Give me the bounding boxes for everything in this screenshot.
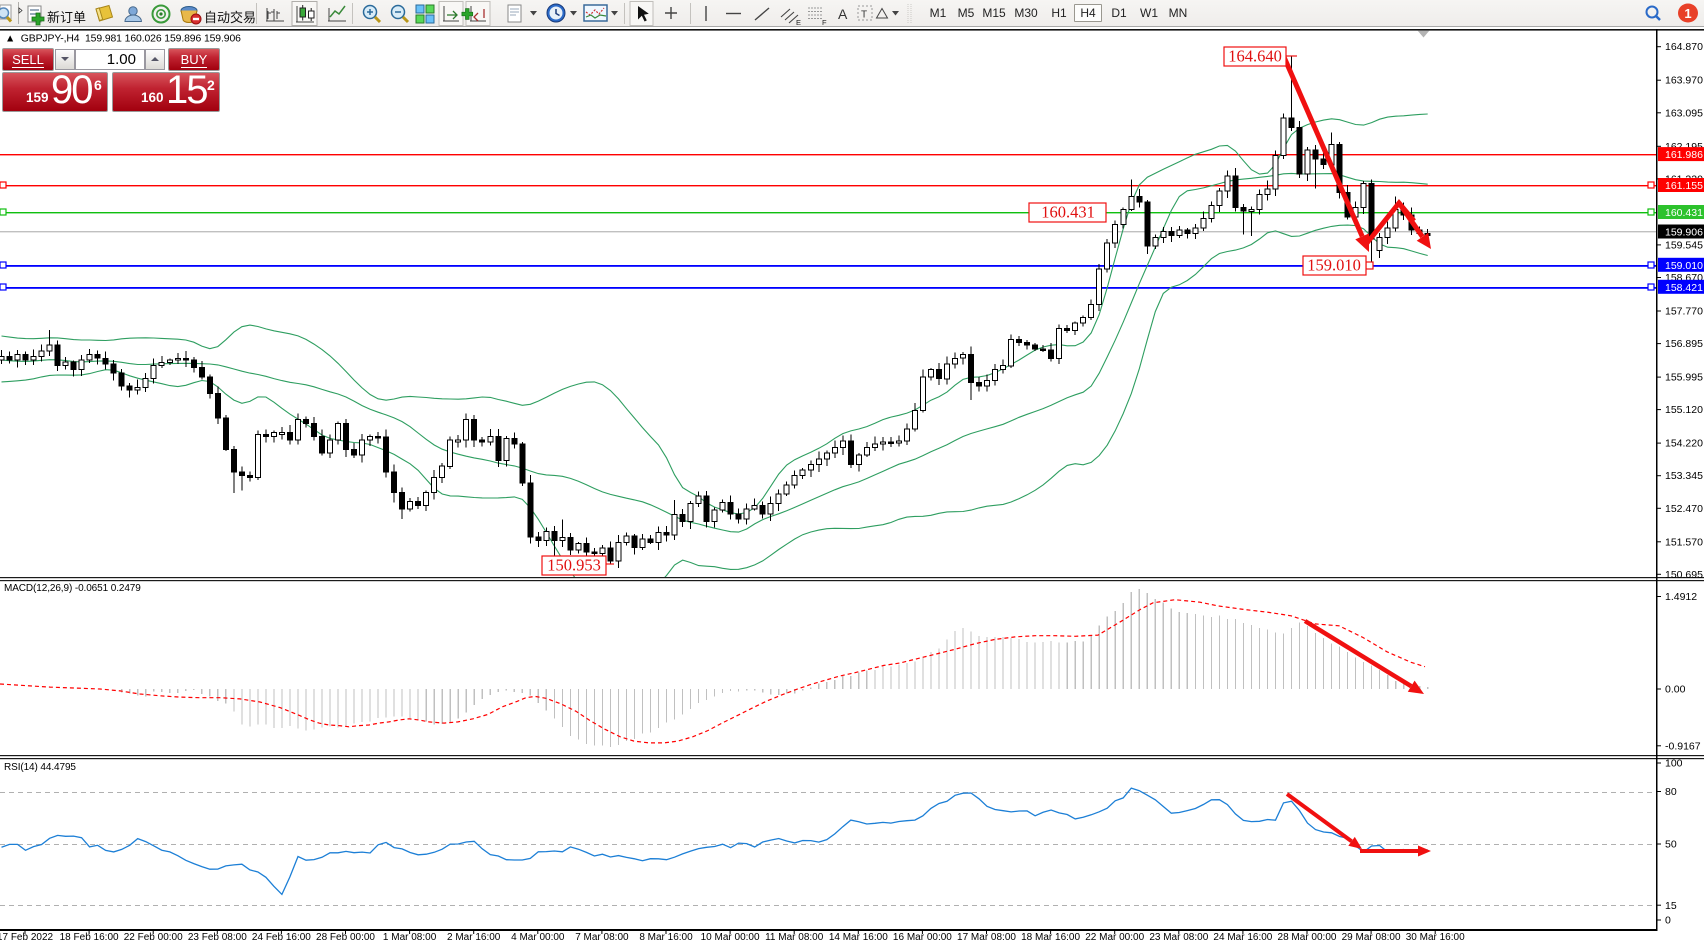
svg-text:30 Mar 16:00: 30 Mar 16:00 (1406, 932, 1465, 943)
svg-text:161.986: 161.986 (1665, 149, 1703, 161)
svg-text:A: A (838, 6, 848, 22)
svg-text:▲ GBPJPY-,H4 159.981 160.026: ▲ GBPJPY-,H4 159.981 160.026 159.896 159… (5, 34, 241, 45)
svg-text:7 Mar 08:00: 7 Mar 08:00 (575, 932, 629, 943)
svg-text:16 Mar 00:00: 16 Mar 00:00 (893, 932, 952, 943)
svg-text:10 Mar 00:00: 10 Mar 00:00 (701, 932, 760, 943)
svg-text:155.995: 155.995 (1665, 372, 1703, 384)
svg-text:E: E (796, 18, 801, 27)
svg-text:RSI(14) 44.4795: RSI(14) 44.4795 (4, 762, 76, 773)
svg-text:29 Mar 08:00: 29 Mar 08:00 (1342, 932, 1401, 943)
svg-text:2 Mar 16:00: 2 Mar 16:00 (447, 932, 501, 943)
svg-text:164.870: 164.870 (1665, 41, 1703, 53)
svg-text:28 Mar 00:00: 28 Mar 00:00 (1278, 932, 1337, 943)
svg-text:163.095: 163.095 (1665, 107, 1703, 119)
svg-text:80: 80 (1665, 786, 1677, 798)
svg-text:18 Feb 16:00: 18 Feb 16:00 (60, 932, 119, 943)
svg-text:0.00: 0.00 (1665, 684, 1686, 696)
svg-text:23 Mar 08:00: 23 Mar 08:00 (1149, 932, 1208, 943)
svg-text:1: 1 (1684, 6, 1691, 21)
svg-text:18 Mar 16:00: 18 Mar 16:00 (1021, 932, 1080, 943)
svg-text:159.010: 159.010 (1665, 260, 1703, 272)
svg-text:4 Mar 00:00: 4 Mar 00:00 (511, 932, 565, 943)
svg-text:17 Feb 2022: 17 Feb 2022 (0, 932, 54, 943)
svg-text:MACD(12,26,9) -0.0651 0.2479: MACD(12,26,9) -0.0651 0.2479 (4, 583, 141, 594)
svg-text:163.970: 163.970 (1665, 75, 1703, 87)
svg-text:24 Feb 16:00: 24 Feb 16:00 (252, 932, 311, 943)
svg-text:160.431: 160.431 (1665, 207, 1703, 219)
svg-text:156.895: 156.895 (1665, 338, 1703, 350)
svg-text:22 Mar 00:00: 22 Mar 00:00 (1085, 932, 1144, 943)
svg-text:28 Feb 00:00: 28 Feb 00:00 (316, 932, 375, 943)
svg-text:23 Feb 08:00: 23 Feb 08:00 (188, 932, 247, 943)
svg-text:24 Mar 16:00: 24 Mar 16:00 (1213, 932, 1272, 943)
svg-text:-0.9167: -0.9167 (1665, 740, 1701, 752)
svg-text:155.120: 155.120 (1665, 404, 1703, 416)
svg-text:158.421: 158.421 (1665, 282, 1703, 294)
svg-text:22 Feb 00:00: 22 Feb 00:00 (124, 932, 183, 943)
svg-text:8 Mar 16:00: 8 Mar 16:00 (639, 932, 693, 943)
svg-text:154.220: 154.220 (1665, 438, 1703, 450)
svg-text:1.4912: 1.4912 (1665, 591, 1697, 603)
svg-text:11 Mar 08:00: 11 Mar 08:00 (765, 932, 824, 943)
svg-text:150.695: 150.695 (1665, 569, 1703, 581)
svg-text:164.640: 164.640 (1228, 47, 1282, 66)
svg-text:1 Mar 08:00: 1 Mar 08:00 (383, 932, 437, 943)
svg-text:0: 0 (1665, 915, 1671, 927)
svg-text:50: 50 (1665, 839, 1677, 851)
svg-text:150.953: 150.953 (547, 556, 601, 575)
svg-text:151.570: 151.570 (1665, 536, 1703, 548)
svg-text:153.345: 153.345 (1665, 470, 1703, 482)
svg-text:F: F (822, 18, 827, 27)
svg-text:17 Mar 08:00: 17 Mar 08:00 (957, 932, 1016, 943)
svg-text:15: 15 (1665, 900, 1677, 912)
svg-text:161.155: 161.155 (1665, 180, 1703, 192)
svg-text:T: T (861, 10, 867, 21)
svg-text:160.431: 160.431 (1041, 203, 1095, 222)
svg-text:14 Mar 16:00: 14 Mar 16:00 (829, 932, 888, 943)
svg-text:159.906: 159.906 (1665, 227, 1703, 239)
svg-text:152.470: 152.470 (1665, 503, 1703, 515)
svg-text:159.545: 159.545 (1665, 239, 1703, 251)
svg-text:100: 100 (1665, 758, 1683, 770)
svg-text:157.770: 157.770 (1665, 306, 1703, 318)
svg-text:159.010: 159.010 (1307, 256, 1361, 275)
